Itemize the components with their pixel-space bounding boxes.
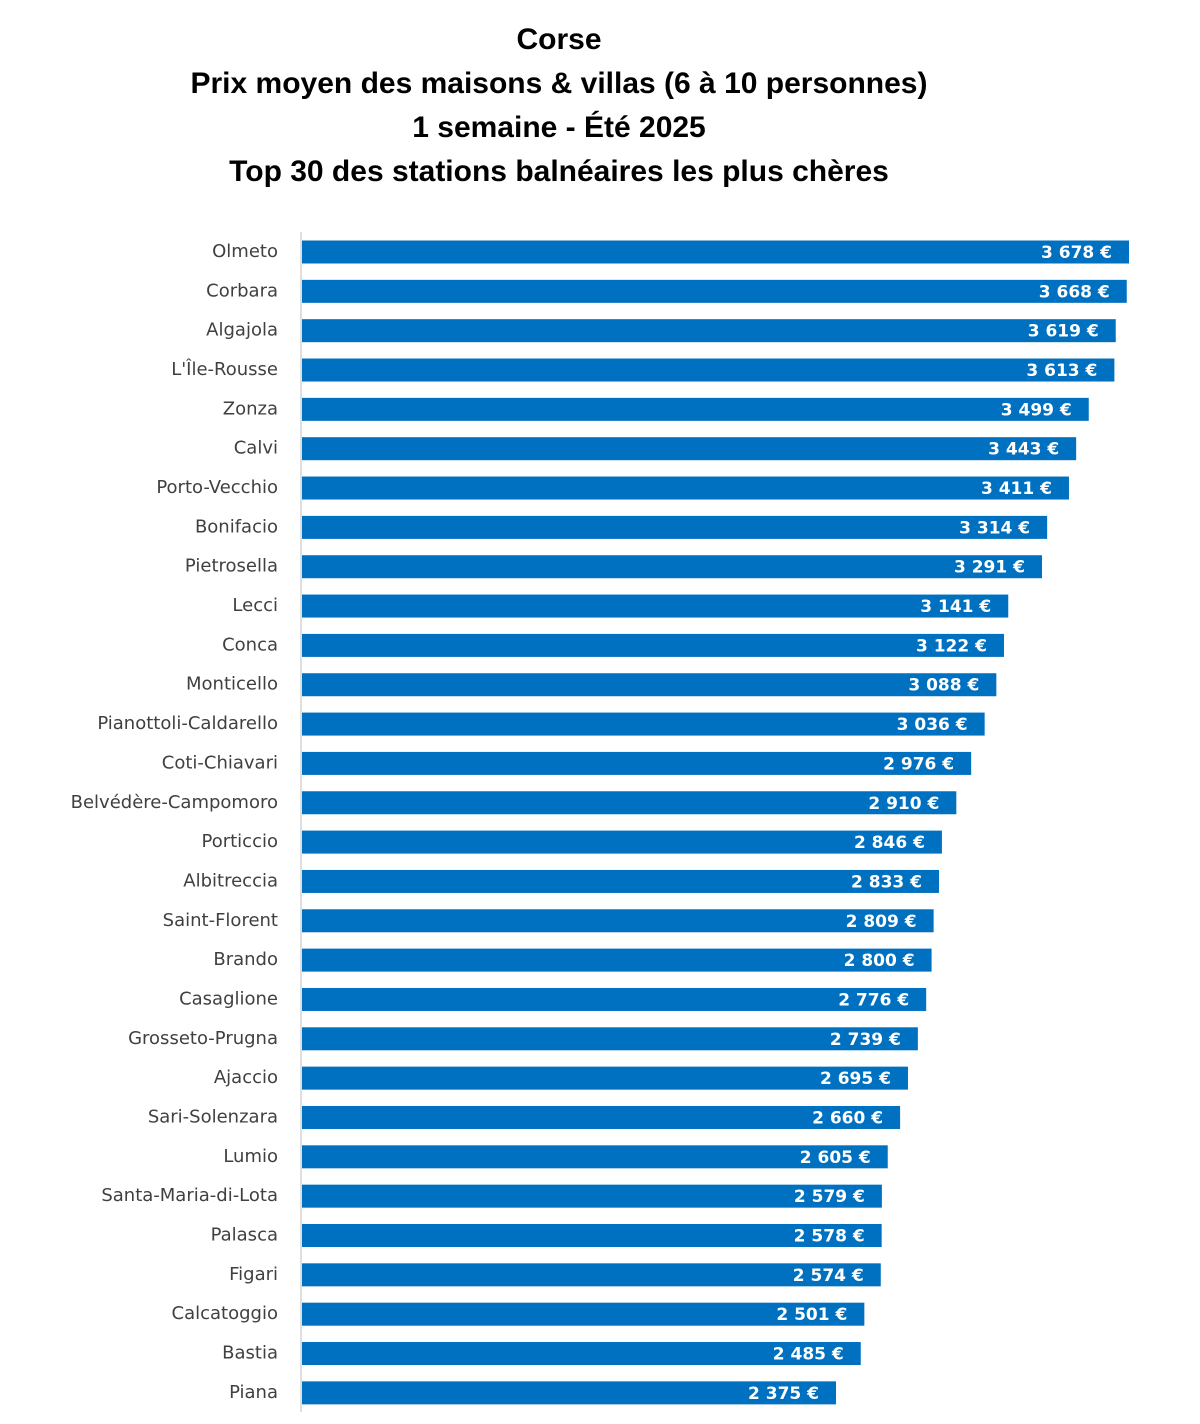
chart-title-block: Corse Prix moyen des maisons & villas (6… — [0, 18, 1118, 194]
data-label: 2 695 € — [820, 1069, 891, 1089]
bar — [302, 476, 1069, 500]
bar — [302, 751, 972, 775]
category-label: Algajola — [206, 320, 278, 341]
data-label: 3 613 € — [1026, 361, 1097, 381]
bar — [302, 1263, 881, 1287]
data-label: 2 578 € — [794, 1227, 865, 1247]
data-label: 3 291 € — [954, 558, 1025, 578]
category-label: Calcatoggio — [172, 1303, 278, 1324]
bar — [302, 830, 942, 854]
category-label: Lecci — [232, 595, 278, 616]
category-label: Pianottoli-Caldarello — [97, 713, 278, 734]
bar — [302, 633, 1004, 657]
data-label: 3 411 € — [981, 479, 1052, 499]
bar — [302, 358, 1115, 382]
category-label: Sari-Solenzara — [148, 1106, 278, 1127]
data-label: 3 088 € — [908, 676, 979, 696]
data-label: 2 375 € — [748, 1384, 819, 1404]
bar — [302, 987, 927, 1011]
bar — [302, 1302, 865, 1326]
bar — [302, 712, 985, 736]
bar — [302, 397, 1089, 421]
bar — [302, 1027, 918, 1051]
data-label: 3 314 € — [959, 518, 1030, 538]
category-label: Belvédère-Campomoro — [71, 792, 278, 813]
bar — [302, 673, 997, 697]
data-label: 3 619 € — [1028, 322, 1099, 342]
category-label: Pietrosella — [185, 556, 278, 577]
data-label: 3 122 € — [916, 636, 987, 656]
data-label: 2 574 € — [793, 1266, 864, 1286]
category-label: Corbara — [206, 280, 278, 301]
data-label: 2 776 € — [838, 990, 909, 1010]
bar — [302, 319, 1116, 343]
data-label: 3 499 € — [1001, 400, 1072, 420]
category-label: Olmeto — [212, 241, 278, 262]
category-label: Monticello — [186, 674, 278, 695]
category-label: Casaglione — [179, 988, 278, 1009]
chart-title-period: 1 semaine - Été 2025 — [412, 111, 706, 144]
bar — [302, 869, 940, 893]
bar — [302, 791, 957, 815]
data-label: 2 809 € — [846, 912, 917, 932]
chart-title-region: Corse — [516, 23, 602, 56]
category-label: Bonifacio — [195, 516, 278, 537]
category-label: Coti-Chiavari — [162, 752, 278, 773]
category-label: Palasca — [211, 1225, 278, 1246]
data-label: 3 036 € — [897, 715, 968, 735]
bar — [302, 279, 1127, 303]
chart-title-main: Prix moyen des maisons & villas (6 à 10 … — [190, 67, 928, 100]
data-label: 2 579 € — [794, 1187, 865, 1207]
bar — [302, 1224, 882, 1247]
data-label: 2 605 € — [800, 1148, 871, 1168]
category-label: Grosseto-Prugna — [128, 1028, 278, 1049]
bar — [302, 1105, 901, 1129]
category-label: Santa-Maria-di-Lota — [101, 1185, 278, 1206]
bar — [302, 1184, 882, 1208]
category-label: Porticcio — [202, 831, 279, 852]
bar — [302, 240, 1129, 264]
bar — [302, 1066, 908, 1090]
data-label: 2 739 € — [830, 1030, 901, 1050]
category-label: Ajaccio — [214, 1067, 278, 1088]
data-label: 2 833 € — [851, 872, 922, 892]
category-label: Lumio — [223, 1146, 278, 1167]
bar — [302, 515, 1048, 539]
data-label: 2 501 € — [776, 1305, 847, 1325]
data-label: 3 443 € — [988, 440, 1059, 460]
bar — [302, 594, 1009, 618]
category-label: L'Île-Rousse — [171, 358, 278, 380]
category-label: Albitreccia — [183, 870, 278, 891]
data-label: 3 678 € — [1041, 243, 1112, 263]
bar — [302, 1381, 837, 1405]
data-label: 2 660 € — [812, 1108, 883, 1128]
category-label: Figari — [229, 1264, 278, 1285]
data-label: 3 668 € — [1039, 282, 1110, 302]
data-label: 2 910 € — [868, 794, 939, 814]
chart-subtitle-ranking: Top 30 des stations balnéaires les plus … — [229, 155, 889, 188]
category-label: Piana — [229, 1382, 278, 1403]
category-label: Calvi — [234, 438, 278, 459]
category-label: Bastia — [222, 1343, 278, 1364]
data-label: 2 800 € — [844, 951, 915, 971]
category-label: Porto-Vecchio — [156, 477, 278, 498]
data-label: 2 976 € — [883, 754, 954, 774]
bar — [302, 948, 932, 972]
bar — [302, 437, 1077, 461]
bar — [302, 555, 1042, 579]
data-label: 3 141 € — [920, 597, 991, 617]
category-label: Zonza — [223, 398, 278, 419]
data-label: 2 846 € — [854, 833, 925, 853]
category-label: Saint-Florent — [163, 910, 278, 931]
data-label: 2 485 € — [773, 1345, 844, 1365]
bar — [302, 909, 934, 933]
category-label: Brando — [213, 949, 278, 970]
category-label: Conca — [222, 634, 278, 655]
bar — [302, 1342, 861, 1366]
bar — [302, 1145, 888, 1169]
